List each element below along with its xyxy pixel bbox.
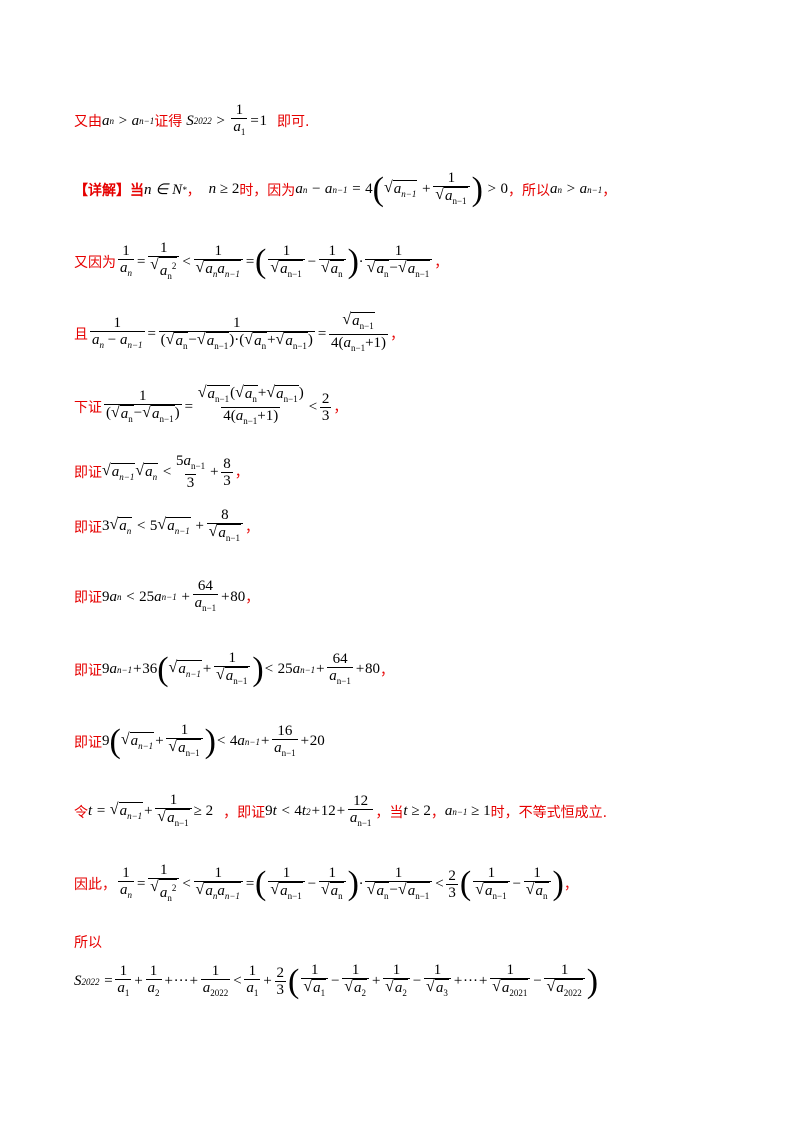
formula: 3 √ an < 5 √ an−1 + 8 √ an−1 bbox=[102, 507, 245, 546]
text: ， bbox=[186, 182, 201, 199]
text: ， bbox=[390, 327, 405, 343]
text: ，所以 bbox=[508, 182, 551, 199]
formula: 9 a n−1 +36(√ an−1 + 1 √ an−1) < 25 a n−1 + 64 an−1 +… bbox=[102, 650, 380, 688]
text: ， bbox=[245, 590, 260, 606]
text: 下证 bbox=[74, 400, 102, 416]
line-5: 下证 1(√ an − √ an−1) = √ an−1(√ an + √ an−1) 4(an−1+… bbox=[74, 385, 347, 429]
text: 又由 bbox=[74, 114, 102, 130]
text: 时，不等式恒成立. bbox=[490, 804, 608, 821]
formula: 1 an = 1 √ an2 < 1 √ anan−1 =( 1 √ an−1− 1 √ an) · 1 √… bbox=[116, 862, 564, 906]
text: 因此， bbox=[74, 877, 116, 893]
text: 所以 bbox=[74, 935, 102, 951]
line-3: 又因为 1 an = 1 √ an2 < 1 √ anan−1 =( 1 √ an−1− 1 √ an)… bbox=[74, 240, 448, 284]
text: ， bbox=[333, 400, 348, 416]
line-10: 即证 9(√ an−1 + 1 √ an−1) < 4 a n−1 + 16 an−1 +20 bbox=[74, 722, 325, 761]
line-9: 即证 9 a n−1 +36(√ an−1 + 1 √ an−1) < 25 a n−1 + 64 an… bbox=[74, 650, 394, 689]
text: 证得 bbox=[154, 114, 183, 130]
formula: 1(√ an − √ an−1) = √ an−1(√ an + √ an−1) 4(an−1+1) <… bbox=[102, 385, 333, 429]
text: 即证 bbox=[74, 734, 102, 751]
text: 且 bbox=[74, 327, 88, 343]
text: 即证 bbox=[74, 519, 102, 536]
text: ， bbox=[563, 877, 578, 893]
text: ， bbox=[379, 662, 394, 679]
line-7: 即证 3 √ an < 5 √ an−1 + 8 √ an−1 ， bbox=[74, 507, 259, 546]
text: ， bbox=[434, 255, 449, 271]
formula: 9(√ an−1 + 1 √ an−1) < 4 a n−1 + 16 an−1 +20 bbox=[102, 722, 325, 760]
formula: t = √ an−1 + 1 √ an−1 ≥ 2 bbox=[88, 792, 213, 831]
formula: n ≥ 2 bbox=[208, 181, 240, 197]
text: 又因为 bbox=[74, 255, 116, 271]
text: ， bbox=[245, 519, 259, 536]
formula: 1 an − an−1 = 1(√ an − √ an−1)·(√ an + √ an−1) = √ a… bbox=[88, 312, 390, 356]
line-14: S 2022 = 1 a1 + 1 a2 + ··· + 1 a2022 < 1 a1 + 2 3( 1… bbox=[74, 962, 598, 1001]
line-12: 因此， 1 an = 1 √ an2 < 1 √ anan−1 =( 1 √ an−1− 1 √ an)… bbox=[74, 862, 578, 906]
text: 即可. bbox=[276, 114, 310, 130]
text: ， bbox=[430, 804, 445, 821]
text: 即证 bbox=[74, 465, 102, 481]
text: ， bbox=[234, 465, 249, 481]
formula: S 2022 > 1 a1 = 1 bbox=[186, 102, 267, 140]
text: 时，因为 bbox=[239, 182, 296, 199]
text: 【详解】当 bbox=[74, 182, 144, 199]
text: ，当 bbox=[375, 804, 404, 821]
formula: 1 an = 1 √ an2 < 1 √ anan−1 =( 1 √ an−1− 1 √ an) · 1 √… bbox=[116, 240, 434, 284]
formula: S 2022 = 1 a1 + 1 a2 + ··· + 1 a2022 < 1 a1 + 2 3( 1… bbox=[74, 962, 599, 1000]
line-13: 所以 bbox=[74, 932, 102, 952]
line-4: 且 1 an − an−1 = 1(√ an − √ an−1)·(√ an + √ an−1) = … bbox=[74, 312, 404, 356]
formula: t ≥ 2 bbox=[403, 803, 431, 819]
text: ， bbox=[602, 182, 617, 199]
text: 令 bbox=[74, 804, 88, 821]
formula: a n−1 ≥ 1 bbox=[444, 803, 491, 819]
text: 即证 bbox=[74, 662, 102, 679]
text: 即证 bbox=[74, 590, 102, 606]
formula: n ∈ N * bbox=[144, 182, 187, 198]
text: ，即证 bbox=[223, 804, 266, 821]
